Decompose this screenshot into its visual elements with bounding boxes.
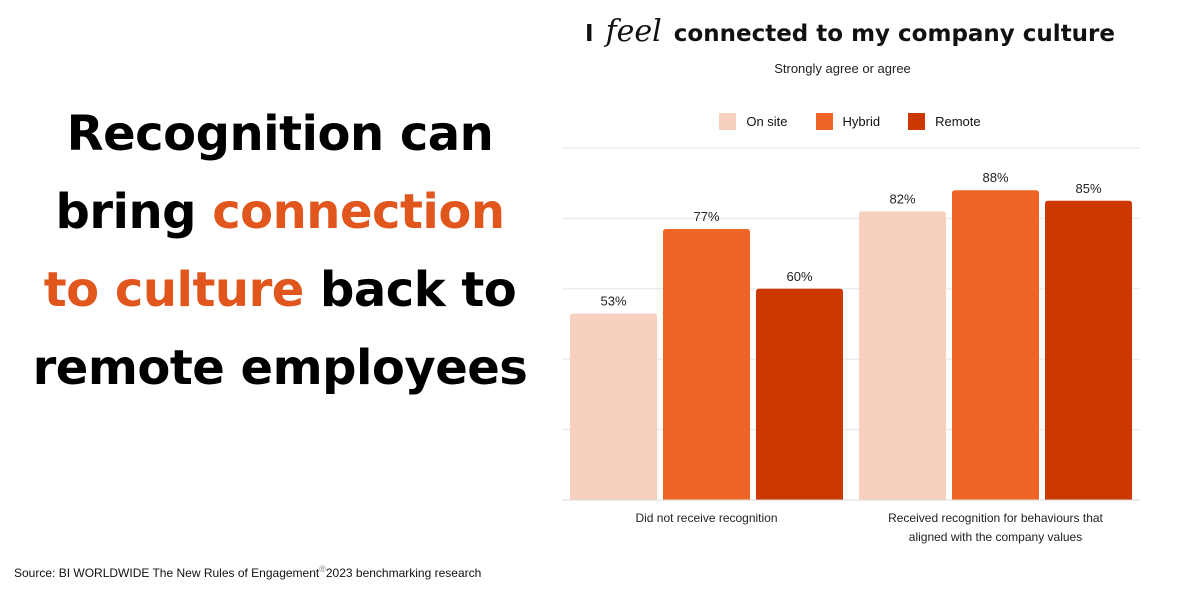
chart-title: I feel connected to my company culture xyxy=(560,14,1140,49)
headline: Recognition can bring connection to cult… xyxy=(20,95,540,407)
legend-item-remote: Remote xyxy=(908,113,981,130)
legend-item-hybrid: Hybrid xyxy=(815,113,881,130)
bar-value-label: 88% xyxy=(982,170,1008,185)
registered-mark: ® xyxy=(319,564,326,574)
bar-value-label: 60% xyxy=(786,269,812,284)
chart-legend: On site Hybrid Remote xyxy=(560,113,1140,130)
legend-swatch-remote xyxy=(908,113,926,130)
bar-value-label: 82% xyxy=(889,191,915,206)
chart-title-script-word: feel xyxy=(605,14,662,49)
legend-label-hybrid: Hybrid xyxy=(842,114,881,129)
headline-accent: connection to culture xyxy=(43,184,505,318)
legend-label-on-site: On site xyxy=(746,114,788,129)
bar-remote xyxy=(756,288,843,500)
headline-text-end: back to remote employees xyxy=(32,262,528,396)
chart-title-start: I xyxy=(584,21,602,47)
bar-remote xyxy=(1045,200,1132,501)
legend-label-remote: Remote xyxy=(935,114,981,129)
headline-text-start: Recognition can bring xyxy=(55,106,494,240)
chart-subtitle: Strongly agree or agree xyxy=(774,61,911,76)
bar-on-site xyxy=(570,313,657,500)
legend-swatch-hybrid xyxy=(815,113,833,130)
chart-title-end: connected to my company culture xyxy=(665,21,1115,47)
bar-hybrid xyxy=(952,190,1039,501)
category-label: Received recognition for behaviours that xyxy=(888,511,1103,525)
bar-on-site xyxy=(859,211,946,501)
source-prefix: Source: BI WORLDWIDE The New Rules of En… xyxy=(14,566,320,580)
bar-hybrid xyxy=(663,228,750,500)
bar-value-label: 53% xyxy=(600,293,626,308)
category-label: Did not receive recognition xyxy=(635,511,777,525)
category-label: aligned with the company values xyxy=(909,530,1082,544)
legend-item-on-site: On site xyxy=(719,113,788,130)
bar-value-label: 85% xyxy=(1075,181,1101,196)
legend-swatch-on-site xyxy=(719,113,737,130)
source-note: Source: BI WORLDWIDE The New Rules of En… xyxy=(14,564,481,580)
bar-value-label: 77% xyxy=(693,209,719,224)
source-suffix: 2023 benchmarking research xyxy=(325,566,482,580)
